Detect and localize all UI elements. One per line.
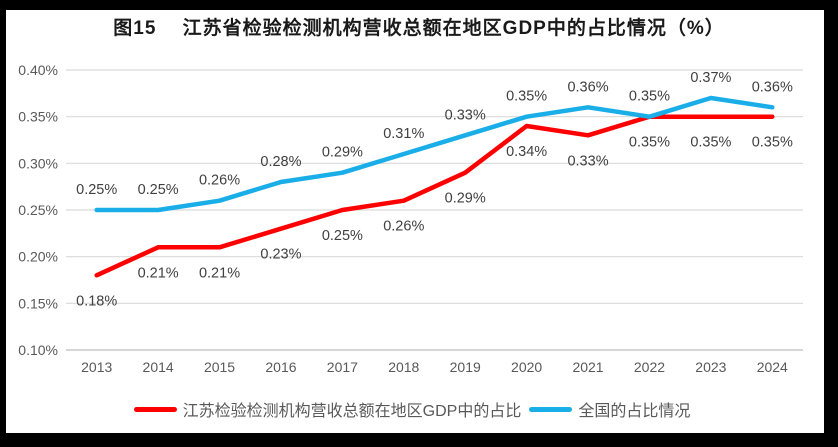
national-line-swatch — [529, 406, 573, 412]
x-tick-label: 2022 — [634, 359, 665, 375]
chart-legend: 江苏检验检测机构营收总额在地区GDP中的占比 全国的占比情况 — [0, 397, 824, 421]
data-label: 0.25% — [138, 182, 179, 198]
data-label: 0.36% — [752, 79, 793, 95]
data-label: 0.33% — [567, 153, 608, 169]
x-tick-label: 2020 — [511, 359, 542, 375]
y-tick-label: 0.25% — [18, 202, 58, 218]
data-label: 0.25% — [322, 228, 363, 244]
figure-frame — [6, 10, 824, 433]
data-label: 0.35% — [506, 89, 547, 105]
data-label: 0.29% — [445, 191, 486, 207]
data-label: 0.26% — [383, 219, 424, 235]
data-label: 0.21% — [199, 265, 240, 281]
x-tick-label: 2013 — [81, 359, 112, 375]
x-tick-label: 2015 — [204, 359, 235, 375]
x-tick-label: 2021 — [572, 359, 603, 375]
y-tick-label: 0.15% — [18, 295, 58, 311]
data-label: 0.35% — [752, 135, 793, 151]
x-tick-label: 2014 — [143, 359, 174, 375]
jiangsu-line-swatch — [133, 406, 177, 412]
x-tick-label: 2023 — [695, 359, 726, 375]
y-tick-label: 0.30% — [18, 155, 58, 171]
data-label: 0.31% — [383, 126, 424, 142]
y-tick-label: 0.35% — [18, 109, 58, 125]
data-label: 0.29% — [322, 145, 363, 161]
legend-label-jiangsu: 江苏检验检测机构营收总额在地区GDP中的占比 — [182, 403, 522, 420]
chart-title: 图15 江苏省检验检测机构营收总额在地区GDP中的占比情况（%） — [113, 18, 725, 39]
data-label: 0.33% — [445, 107, 486, 123]
y-tick-label: 0.10% — [18, 342, 58, 358]
x-tick-label: 2017 — [327, 359, 358, 375]
data-label: 0.26% — [199, 173, 240, 189]
data-label: 0.36% — [567, 79, 608, 95]
x-tick-label: 2018 — [388, 359, 419, 375]
data-label: 0.35% — [629, 89, 670, 105]
data-label: 0.37% — [690, 70, 731, 86]
data-label: 0.35% — [629, 135, 670, 151]
data-label: 0.23% — [260, 247, 301, 263]
x-tick-label: 2016 — [265, 359, 296, 375]
data-label: 0.21% — [138, 265, 179, 281]
data-label: 0.35% — [690, 135, 731, 151]
y-tick-label: 0.40% — [18, 62, 58, 78]
legend-item-national: 全国的占比情况 — [529, 397, 690, 421]
legend-item-jiangsu: 江苏检验检测机构营收总额在地区GDP中的占比 — [133, 397, 522, 421]
data-label: 0.34% — [506, 144, 547, 160]
series-line-jiangsu_line — [94, 114, 775, 278]
data-label: 0.18% — [76, 293, 117, 309]
x-tick-label: 2024 — [757, 359, 788, 375]
series-line-national_line — [94, 95, 775, 213]
data-label: 0.25% — [76, 182, 117, 198]
legend-label-national: 全国的占比情况 — [578, 403, 691, 420]
y-tick-label: 0.20% — [18, 249, 58, 265]
x-tick-label: 2019 — [450, 359, 481, 375]
data-label: 0.28% — [260, 154, 301, 170]
